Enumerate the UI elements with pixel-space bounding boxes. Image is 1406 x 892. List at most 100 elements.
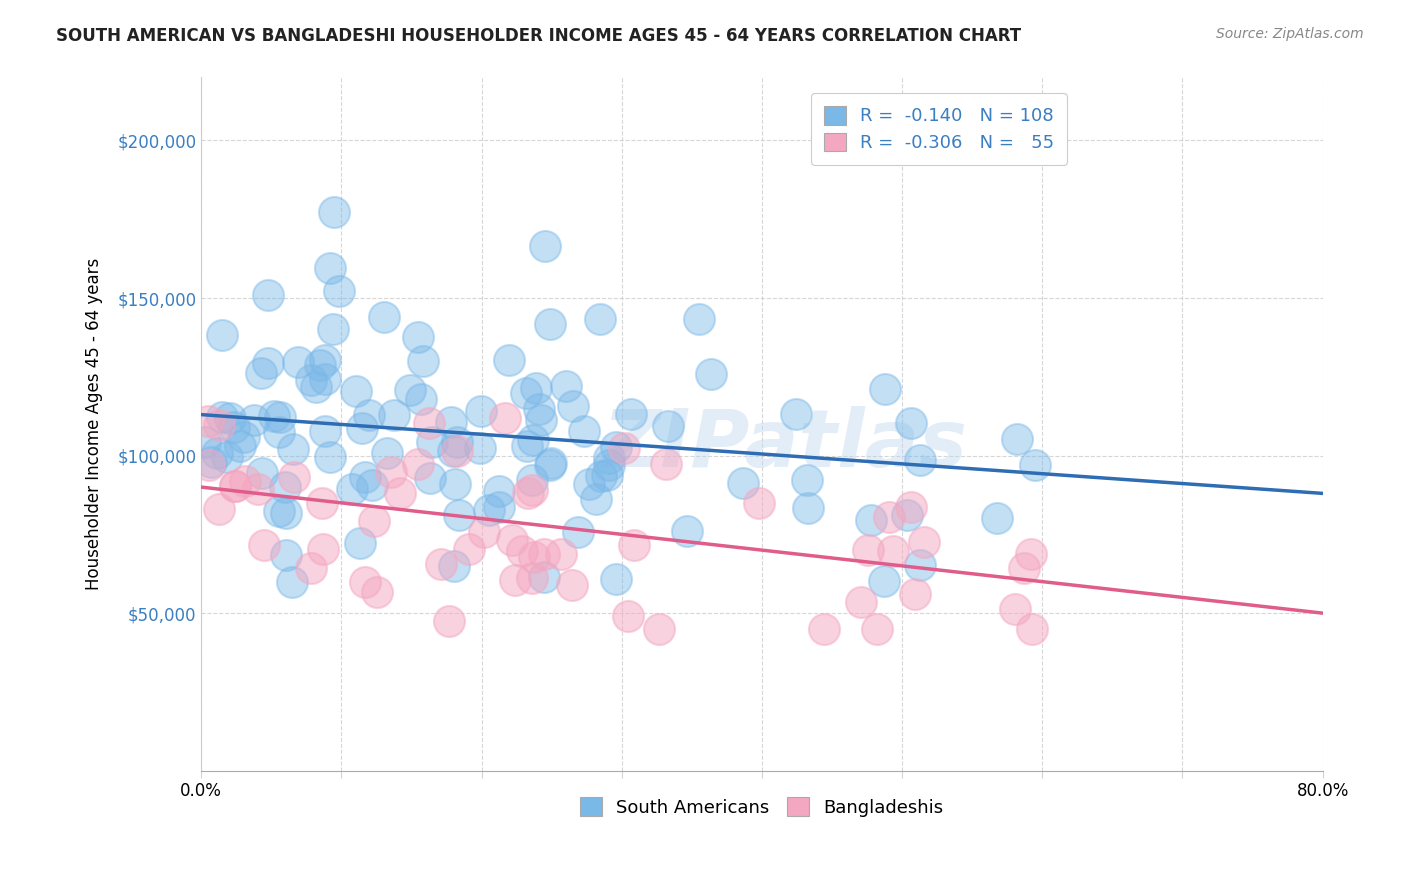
Point: [596, 467, 619, 482]
Point: [567, 525, 589, 540]
Point: [205, 446, 228, 460]
Point: [319, 450, 342, 464]
Point: [538, 458, 561, 472]
Point: [305, 380, 328, 394]
Point: [389, 486, 412, 500]
Point: [533, 547, 555, 561]
Point: [257, 288, 280, 302]
Point: [908, 558, 931, 572]
Point: [194, 435, 217, 450]
Text: ZIPatlas: ZIPatlas: [602, 406, 967, 483]
Point: [550, 547, 572, 561]
Point: [796, 501, 818, 516]
Point: [578, 477, 600, 491]
Point: [856, 542, 879, 557]
Point: [257, 356, 280, 370]
Point: [314, 353, 336, 368]
Point: [441, 443, 464, 458]
Point: [554, 379, 576, 393]
Point: [443, 477, 465, 491]
Point: [412, 353, 434, 368]
Point: [498, 352, 520, 367]
Point: [446, 444, 468, 458]
Point: [208, 417, 231, 432]
Point: [527, 401, 550, 416]
Point: [516, 438, 538, 452]
Point: [319, 261, 342, 276]
Point: [215, 450, 238, 464]
Point: [675, 524, 697, 538]
Point: [218, 410, 240, 425]
Point: [366, 584, 388, 599]
Point: [873, 382, 896, 396]
Point: [267, 503, 290, 517]
Point: [986, 511, 1008, 525]
Point: [1012, 560, 1035, 574]
Point: [657, 418, 679, 433]
Point: [501, 533, 523, 547]
Point: [520, 473, 543, 487]
Point: [269, 425, 291, 439]
Point: [360, 478, 382, 492]
Point: [250, 467, 273, 481]
Point: [561, 578, 583, 592]
Point: [409, 392, 432, 406]
Point: [478, 502, 501, 516]
Text: SOUTH AMERICAN VS BANGLADESHI HOUSEHOLDER INCOME AGES 45 - 64 YEARS CORRELATION : SOUTH AMERICAN VS BANGLADESHI HOUSEHOLDE…: [56, 27, 1021, 45]
Point: [314, 372, 336, 386]
Point: [299, 561, 322, 575]
Point: [700, 368, 723, 382]
Point: [224, 479, 246, 493]
Point: [515, 386, 537, 401]
Point: [269, 409, 291, 424]
Point: [900, 500, 922, 514]
Point: [1021, 547, 1043, 561]
Point: [418, 416, 440, 430]
Point: [510, 544, 533, 558]
Point: [873, 574, 896, 589]
Point: [908, 453, 931, 467]
Point: [311, 496, 333, 510]
Point: [246, 482, 269, 496]
Point: [263, 409, 285, 423]
Point: [530, 413, 553, 427]
Point: [561, 400, 583, 414]
Point: [197, 414, 219, 428]
Point: [208, 502, 231, 516]
Point: [440, 415, 463, 429]
Point: [904, 587, 927, 601]
Point: [523, 549, 546, 564]
Point: [785, 407, 807, 421]
Point: [796, 474, 818, 488]
Point: [350, 421, 373, 435]
Point: [344, 384, 367, 398]
Point: [222, 419, 245, 434]
Point: [314, 424, 336, 438]
Point: [882, 544, 904, 558]
Point: [312, 541, 335, 556]
Point: [520, 571, 543, 585]
Point: [488, 500, 510, 514]
Point: [748, 496, 770, 510]
Point: [860, 513, 883, 527]
Point: [274, 480, 297, 494]
Point: [813, 622, 835, 636]
Point: [232, 430, 254, 444]
Point: [1007, 432, 1029, 446]
Point: [281, 442, 304, 457]
Point: [879, 509, 901, 524]
Point: [363, 514, 385, 528]
Point: [322, 322, 344, 336]
Point: [250, 366, 273, 380]
Point: [340, 482, 363, 496]
Point: [488, 483, 510, 498]
Point: [283, 469, 305, 483]
Point: [589, 312, 612, 326]
Point: [494, 411, 516, 425]
Point: [406, 457, 429, 471]
Point: [419, 470, 441, 484]
Point: [373, 310, 395, 324]
Point: [896, 508, 918, 522]
Point: [354, 470, 377, 484]
Legend: South Americans, Bangladeshis: South Americans, Bangladeshis: [572, 790, 950, 824]
